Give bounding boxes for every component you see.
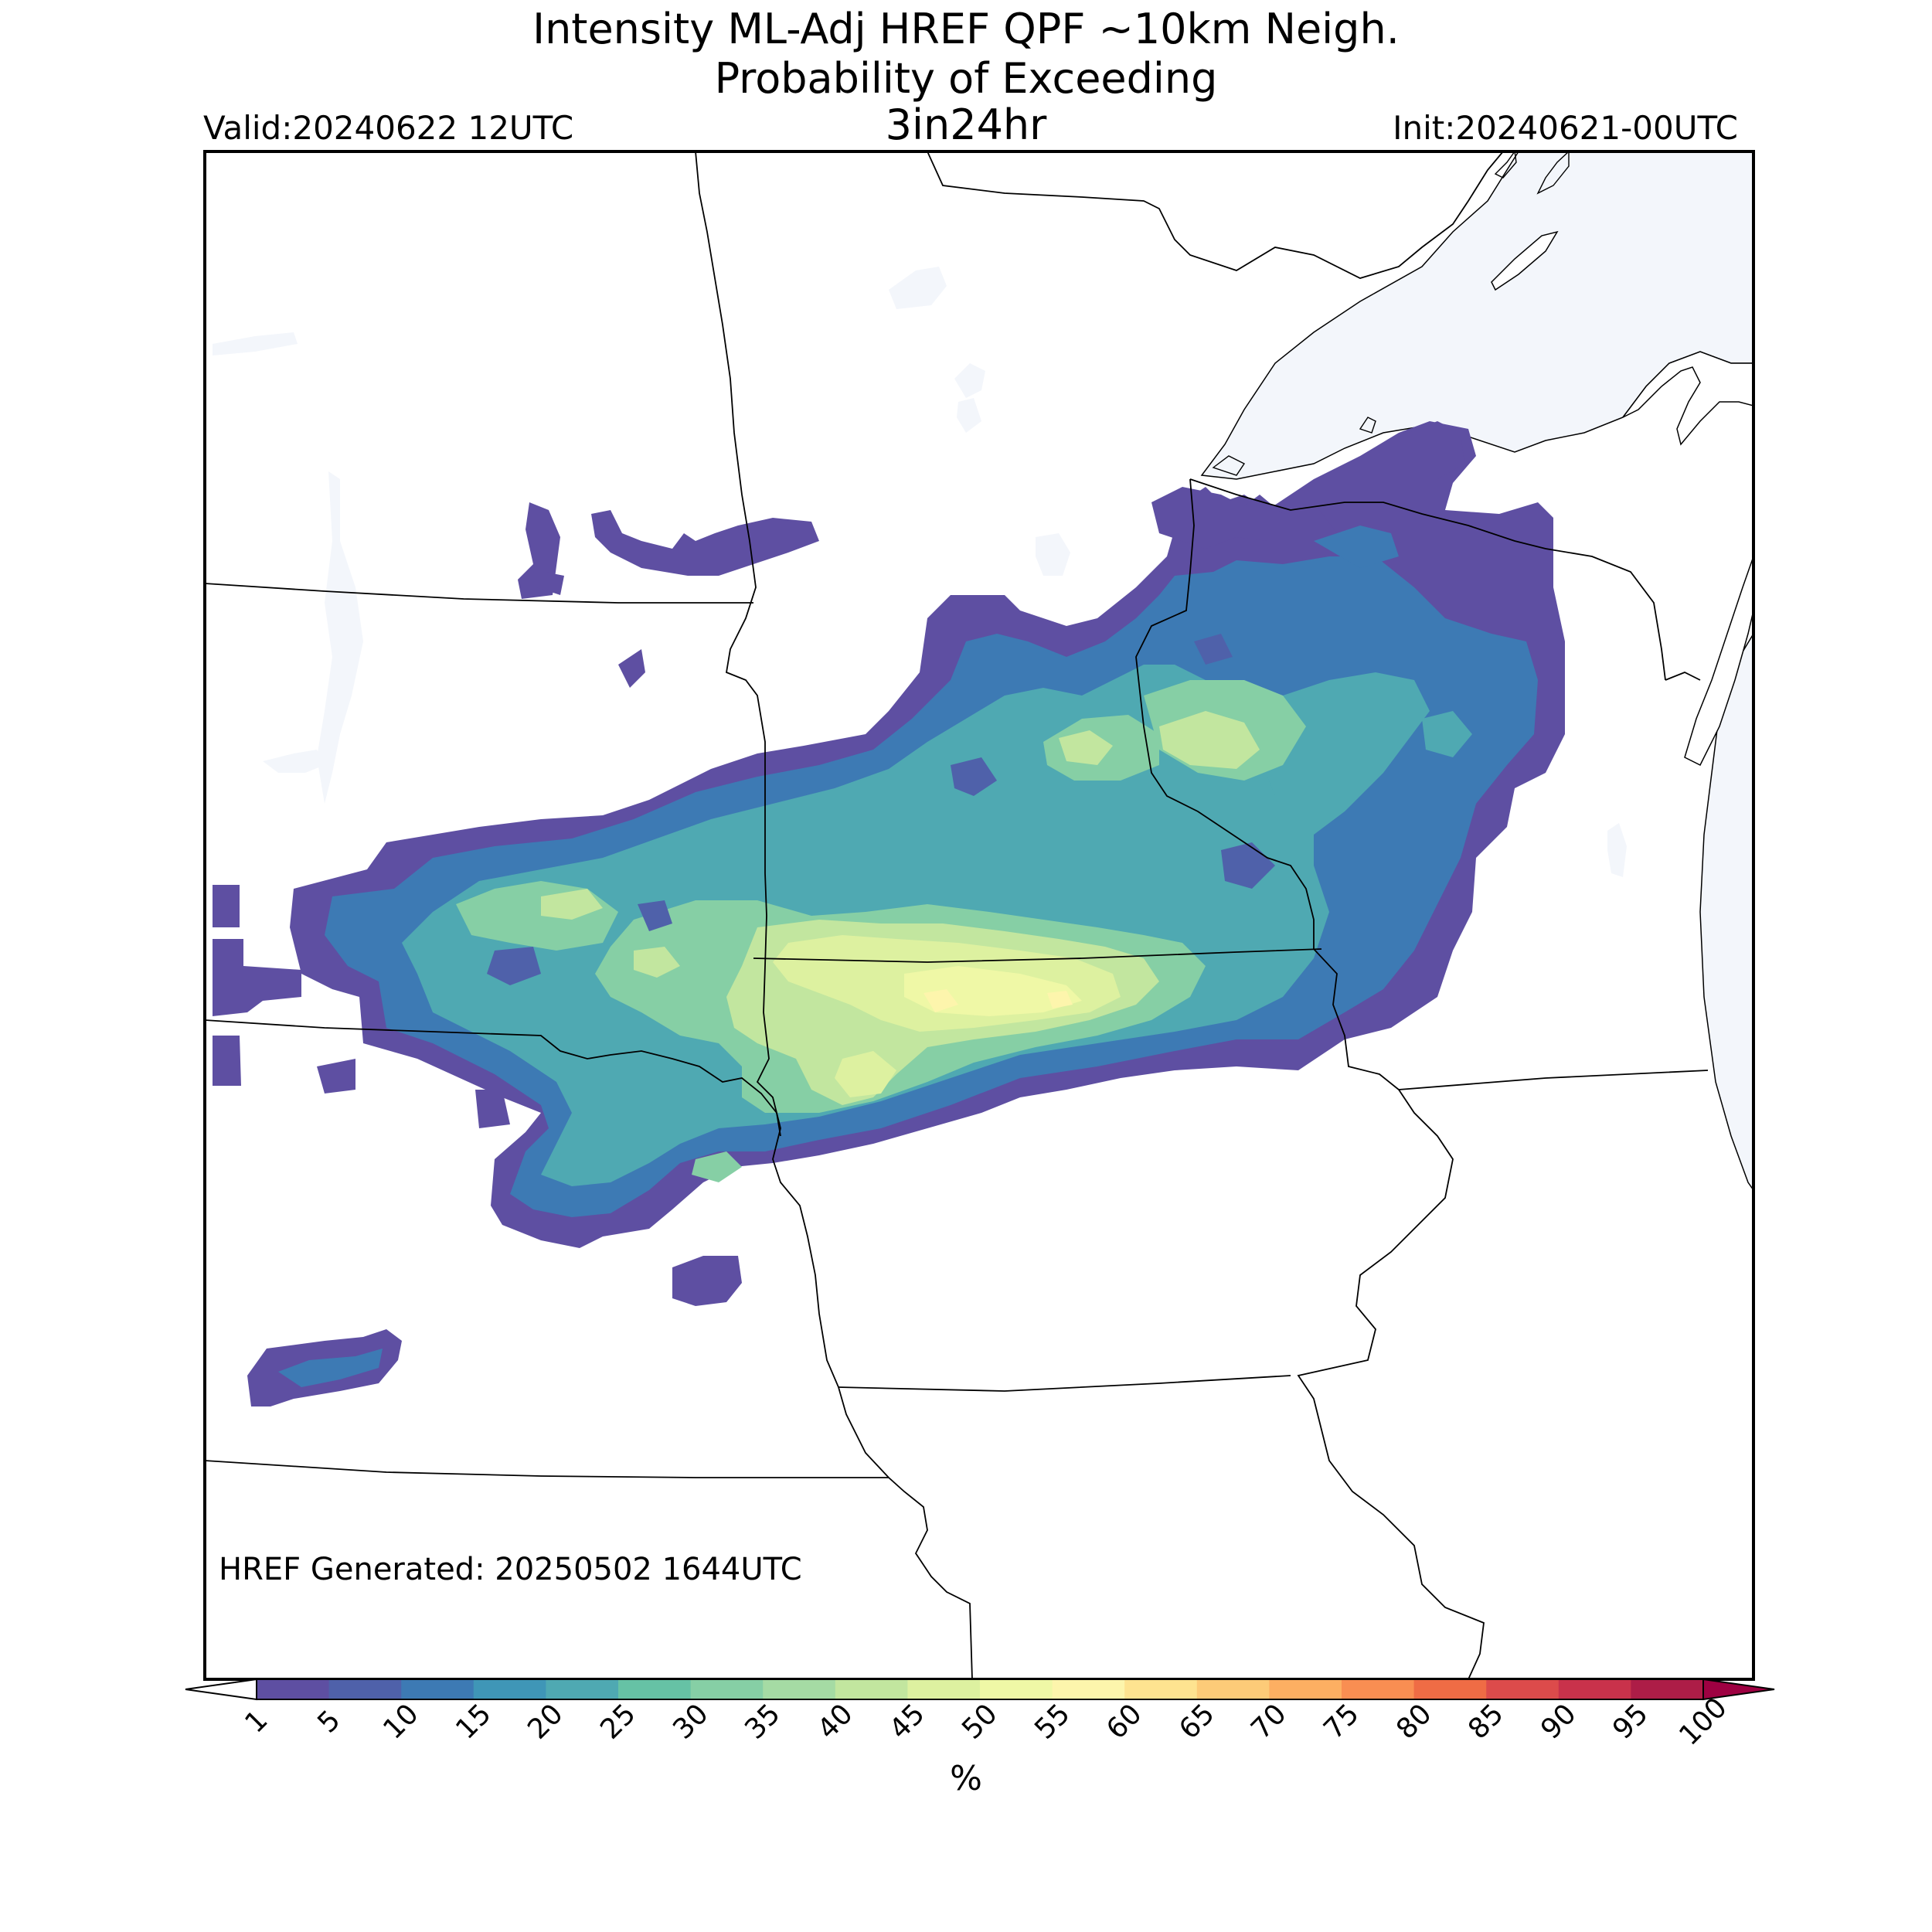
colorbar-segment: [835, 1679, 908, 1699]
colorbar-segment: [1486, 1679, 1560, 1699]
colorbar-segment: [1631, 1679, 1704, 1699]
colorbar-segment: [328, 1679, 402, 1699]
colorbar-segment: [763, 1679, 836, 1699]
colorbar-under-arrow: [185, 1678, 257, 1701]
colorbar-segment: [980, 1679, 1053, 1699]
colorbar-segment: [690, 1679, 764, 1699]
keweenaw-peninsula: [1622, 351, 1753, 446]
probability-field: [213, 421, 1565, 1406]
generated-timestamp: HREF Generated: 20250502 1644UTC: [219, 1552, 802, 1587]
colorbar-segment: [618, 1679, 692, 1699]
field-low-holes: [487, 634, 1275, 985]
colorbar-label: %: [950, 1759, 982, 1798]
colorbar-frame: [256, 1679, 1704, 1700]
inland-lakes: [213, 267, 1627, 877]
colorbar-segment: [1558, 1679, 1631, 1699]
title-line-3: 3in24hr: [885, 100, 1047, 149]
valid-time: Valid:20240622 12UTC: [203, 109, 574, 147]
title-line-2: Probability of Exceeding: [714, 54, 1218, 103]
map-area: [205, 151, 1753, 1679]
colorbar: [185, 1678, 1775, 1701]
isle-royale: [1491, 230, 1559, 291]
colorbar-segment: [1124, 1679, 1198, 1699]
colorbar-segment: [257, 1679, 330, 1699]
colorbar-segment: [473, 1679, 546, 1699]
colorbar-segment: [401, 1679, 474, 1699]
colorbar-segment: [1269, 1679, 1342, 1699]
colorbar-segment: [907, 1679, 981, 1699]
state-borders: [205, 151, 1709, 1679]
title-line-1: Intensity ML-Adj HREF QPF ~10km Neigh.: [532, 5, 1400, 53]
shoreline-details: [1212, 151, 1570, 476]
green-bay-peninsula: [1684, 556, 1753, 767]
colorbar-segment: [1342, 1679, 1415, 1699]
colorbar-segment: [546, 1679, 619, 1699]
colorbar-segment: [1196, 1679, 1270, 1699]
field-level-55: [923, 989, 1073, 1012]
init-time: Init:20240621-00UTC: [1393, 109, 1738, 147]
colorbar-segment: [1413, 1679, 1487, 1699]
colorbar-segment: [1052, 1679, 1125, 1699]
